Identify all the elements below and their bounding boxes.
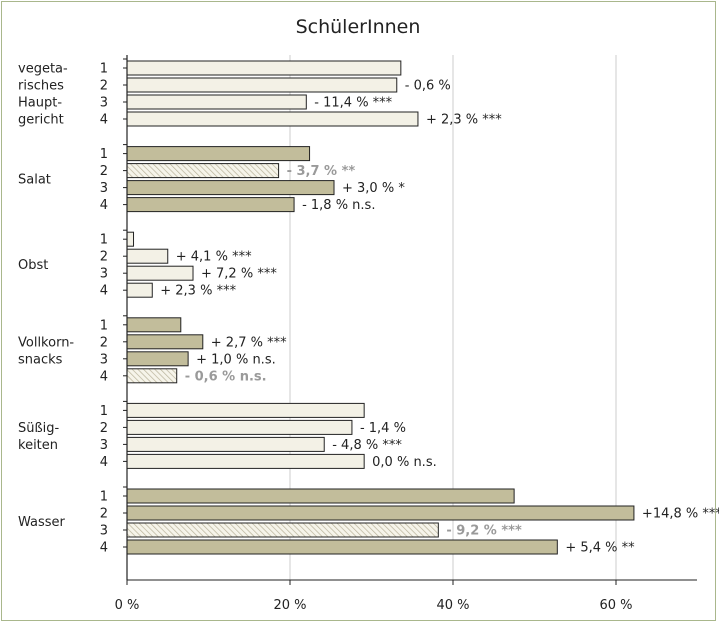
bar-annotation: + 2,3 % ***: [426, 113, 502, 128]
bars: [126, 60, 635, 555]
bar-index-label: 3: [100, 96, 108, 111]
group-label: Süßig-: [18, 421, 60, 436]
bar-index-label: 4: [100, 113, 108, 128]
bar-index-label: 2: [100, 421, 108, 436]
bar-index-label: 4: [100, 284, 108, 299]
bar: [126, 282, 153, 298]
bar-index-label: 4: [100, 369, 108, 384]
bar-index-label: 3: [100, 181, 108, 196]
group-label: Vollkorn-: [18, 335, 74, 350]
bar-index-label: 1: [100, 490, 108, 505]
bar-annotation: + 5,4 % **: [565, 541, 635, 556]
bar: [126, 317, 182, 333]
group-label: Haupt-: [18, 96, 62, 111]
bar-annotation: 0,0 % n.s.: [372, 455, 437, 470]
x-axis: 0 % 20 % 40 % 60 %: [115, 55, 697, 613]
bar-index-label: 1: [100, 233, 108, 248]
bar-index-label: 3: [100, 524, 108, 539]
bar: [126, 77, 398, 93]
bar-annotation: + 2,7 % ***: [211, 335, 287, 350]
bar: [126, 351, 189, 367]
x-tick-label: 40 %: [436, 598, 469, 613]
bar-index-label: 4: [100, 455, 108, 470]
bar-annotation: - 11,4 % ***: [314, 96, 392, 111]
bar-index-label: 4: [100, 541, 108, 556]
bar-index-label: 2: [100, 79, 108, 94]
bar-annotation: + 2,3 % ***: [160, 284, 236, 299]
bar-index-label: 2: [100, 250, 108, 265]
group-label: Salat: [18, 173, 51, 188]
bar: [126, 522, 439, 538]
group-label: vegeta-: [18, 62, 68, 77]
bar-index-label: 1: [100, 404, 108, 419]
bar-index-label: 1: [100, 147, 108, 162]
group-label: gericht: [18, 113, 64, 128]
bar: [126, 436, 325, 452]
bar: [126, 488, 515, 504]
bar: [126, 402, 365, 418]
group-label: keiten: [18, 438, 58, 453]
group-labels: vegeta-risches Haupt-gericht 1 2 - 0,6 % 3 - 1…: [18, 62, 719, 556]
group-label: snacks: [18, 352, 63, 367]
bar-index-label: 3: [100, 352, 108, 367]
x-tick-label: 60 %: [599, 598, 632, 613]
x-tick-label: 20 %: [273, 598, 306, 613]
bar-annotation: - 1,4 %: [360, 421, 406, 436]
bar-annotation: - 9,2 % ***: [446, 524, 522, 539]
bar: [126, 111, 419, 127]
x-tick-label: 0 %: [115, 598, 140, 613]
bar: [126, 419, 353, 435]
bar-annotation: - 3,7 % **: [287, 164, 356, 179]
group-label: risches: [18, 79, 64, 94]
bar: [126, 163, 280, 179]
bar: [126, 94, 307, 110]
bar-annotation: - 0,6 % n.s.: [185, 369, 267, 384]
bar-index-label: 2: [100, 335, 108, 350]
bar-annotation: + 1,0 % n.s.: [196, 352, 276, 367]
bar: [126, 231, 135, 247]
bar: [126, 197, 295, 213]
bar-index-label: 3: [100, 267, 108, 282]
chart-title: SchülerInnen: [296, 16, 421, 38]
bar-annotation: - 4,8 % ***: [332, 438, 402, 453]
bar: [126, 146, 311, 162]
bar-index-label: 1: [100, 62, 108, 77]
group-label: Obst: [18, 258, 48, 273]
bar: [126, 334, 204, 350]
bar-index-label: 2: [100, 507, 108, 522]
bar-annotation: +14,8 % ***: [642, 507, 719, 522]
bar: [126, 368, 178, 384]
bar-annotation: + 3,0 % *: [342, 181, 405, 196]
bar: [126, 265, 194, 281]
bar-annotation: - 0,6 %: [405, 79, 451, 94]
bar: [126, 180, 335, 196]
bar-index-label: 1: [100, 318, 108, 333]
bar-annotation: - 1,8 % n.s.: [302, 198, 375, 213]
group-label: Wasser: [18, 515, 66, 530]
bar: [126, 248, 169, 264]
bar-index-label: 2: [100, 164, 108, 179]
bar-index-label: 4: [100, 198, 108, 213]
bar: [126, 453, 365, 469]
bar: [126, 505, 635, 521]
bar-annotation: + 7,2 % ***: [201, 267, 277, 282]
bar: [126, 539, 558, 555]
bar-index-label: 3: [100, 438, 108, 453]
bar: [126, 60, 402, 76]
bar-annotation: + 4,1 % ***: [176, 250, 252, 265]
